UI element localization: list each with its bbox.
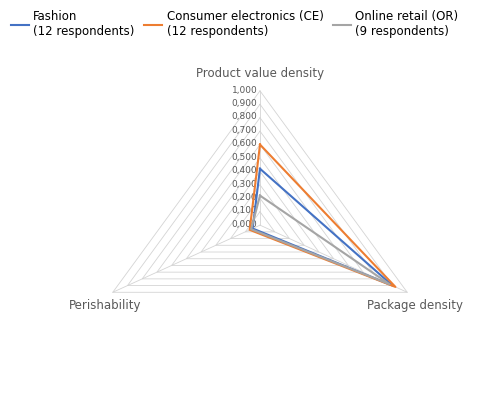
Legend: Fashion
(12 respondents), Consumer electronics (CE)
(12 respondents), Online ret: Fashion (12 respondents), Consumer elect… xyxy=(11,10,458,38)
Text: 0,000: 0,000 xyxy=(232,220,258,229)
Text: Product value density: Product value density xyxy=(196,67,324,80)
Text: 0,600: 0,600 xyxy=(232,139,258,148)
Text: 0,800: 0,800 xyxy=(232,113,258,121)
Text: Package density: Package density xyxy=(366,299,462,312)
Text: Perishability: Perishability xyxy=(69,299,142,312)
Text: 0,300: 0,300 xyxy=(232,180,258,188)
Text: 0,900: 0,900 xyxy=(232,99,258,108)
Text: 1,000: 1,000 xyxy=(232,86,258,94)
Text: 0,500: 0,500 xyxy=(232,153,258,162)
Text: 0,400: 0,400 xyxy=(232,166,258,175)
Text: 0,200: 0,200 xyxy=(232,193,258,202)
Text: 0,100: 0,100 xyxy=(232,207,258,215)
Text: 0,700: 0,700 xyxy=(232,126,258,135)
